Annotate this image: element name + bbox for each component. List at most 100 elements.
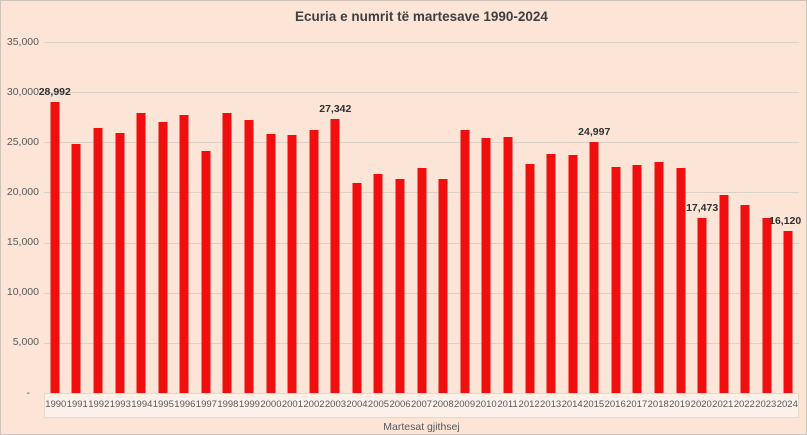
bar-slot-2023 [756,42,778,393]
bar-2017 [632,165,642,393]
bar-1993 [115,132,125,393]
bar-slot-2011 [497,42,519,393]
x-axis-tick-label: 2006 [389,399,411,410]
bar-slot-2006 [389,42,411,393]
bar-2006 [395,179,405,393]
bar-1999 [244,119,254,393]
gridline-30000 [44,92,799,94]
x-axis-tick-label: 2022 [733,399,755,410]
bar-slot-2021 [713,42,735,393]
bar-slot-1996 [173,42,195,393]
bar-2004 [352,182,362,393]
y-axis-tick-label: 15,000 [6,236,39,248]
data-label-1990: 28,992 [38,86,71,99]
x-axis-tick-label: 2020 [690,399,712,410]
y-axis-tick-label: 5,000 [12,336,39,348]
bar-slot-2005 [368,42,390,393]
y-axis-tick-label: 10,000 [6,286,39,298]
bar-2011 [503,136,513,393]
x-axis-tick-label: 1990 [45,399,67,410]
x-axis-tick-label: 2013 [540,399,562,410]
x-axis-tick-label: 2009 [453,399,476,410]
data-label-2020: 17,473 [686,201,719,214]
x-axis-tick-label: 2010 [475,399,497,410]
x-axis-tick-label: 2021 [712,399,734,410]
bar-slot-2012 [519,42,541,393]
x-axis-tick-label: 1997 [195,399,217,410]
bar-1996 [179,115,189,393]
bar-2024 [783,231,793,393]
bar-2021 [719,194,729,393]
bar-1998 [222,113,232,393]
y-axis-tick-label: 35,000 [6,36,39,48]
bar-2007 [417,167,427,393]
bar-2009 [460,130,470,393]
data-label-2003: 27,342 [319,102,352,115]
x-axis-tick-label: 2023 [755,399,777,410]
bar-2016 [611,166,621,393]
bar-slot-1997 [195,42,217,393]
bars-container: 28,992 27,342 24,997 17,473 16,120 [39,42,801,393]
bar-slot-2016 [605,42,627,393]
x-axis-tick-label: 2000 [260,399,282,410]
gridline-35000 [44,42,799,43]
x-axis-tick-label: 2005 [367,399,390,410]
bar-slot-1995 [152,42,174,393]
bar-slot-2020: 17,473 [686,42,718,393]
bar-1994 [136,112,146,393]
bar-slot-2007 [411,42,433,393]
x-axis-title: Martesat gjithsej [383,421,460,433]
x-axis-tick-label: 2004 [346,399,368,410]
bar-slot-2004 [346,42,368,393]
x-axis-tick-label: 1996 [174,399,196,410]
bar-2003 [330,118,340,393]
x-axis-strip: 1990 1991 1992 1993 1994 1995 1996 1997 1998 1999… [44,393,799,418]
gridline-25000 [44,142,799,144]
bar-2022 [740,204,750,393]
bar-2012 [525,164,534,393]
bar-slot-2022 [735,42,757,393]
bar-2023 [762,217,772,393]
bar-2019 [676,168,686,393]
bar-slot-1999 [238,42,260,393]
bar-slot-1992 [87,42,109,393]
y-axis: 35,000 30,000 25,000 20,000 15,000 10,000 5,00… [1,36,39,399]
bar-2014 [568,155,578,393]
x-axis-tick-label: 1991 [66,399,88,410]
bar-slot-2001 [281,42,303,393]
bar-slot-2002 [303,42,325,393]
bar-2002 [309,129,319,393]
y-axis-tick-label: 20,000 [6,186,39,198]
x-axis-tick-label: 1992 [88,399,110,410]
bar-slot-1991 [66,42,88,393]
bar-slot-2014 [562,42,584,393]
bar-slot-2010 [476,42,498,393]
x-axis-tick-label: 2001 [281,399,303,410]
x-axis-tick-label: 2003 [324,399,347,410]
bar-1997 [201,151,211,393]
x-axis-tick-label: 1995 [152,399,174,410]
x-axis-tick-label: 2014 [561,399,583,410]
bar-2000 [266,134,276,393]
y-axis-tick-label: 30,000 [6,86,39,98]
bar-2008 [438,178,448,393]
bar-slot-1993 [109,42,131,393]
x-axis-tick-label: 2011 [497,399,518,410]
bar-slot-2018 [648,42,670,393]
plot-area: 28,992 27,342 24,997 17,473 16,120 [39,42,801,393]
x-axis-tick-label: 2017 [626,399,648,410]
bar-1995 [158,122,168,393]
x-axis-tick-label: 2007 [410,399,433,410]
chart-title: Ecuria e numrit të martesave 1990-2024 [295,9,548,24]
bar-slot-2017 [627,42,649,393]
bar-slot-1994 [130,42,152,393]
bar-2020 [697,217,707,393]
x-axis-tick-label: 2008 [432,399,454,410]
bar-slot-2008 [432,42,454,393]
bar-2015 [589,142,599,393]
x-axis-tick-label: 2016 [604,399,626,410]
x-axis-tick-label: 1998 [217,399,239,410]
bar-2001 [287,135,297,393]
bar-2013 [546,154,556,393]
bar-slot-2009 [454,42,476,393]
